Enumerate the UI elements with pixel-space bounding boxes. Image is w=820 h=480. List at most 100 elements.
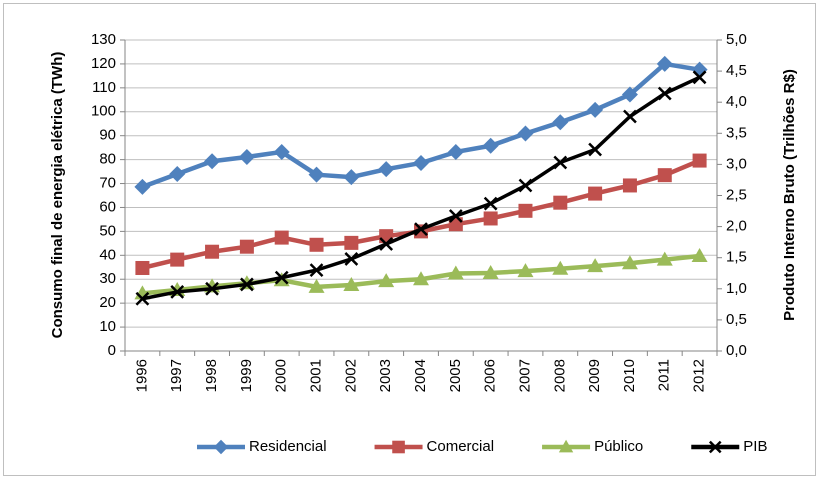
marker <box>517 125 534 142</box>
marker <box>378 161 395 178</box>
marker <box>656 251 673 266</box>
y2-tick-label: 1,5 <box>726 249 747 266</box>
marker <box>482 137 499 154</box>
y-tick-label: 120 <box>91 55 116 72</box>
x-tick-label: 2007 <box>516 359 533 392</box>
y-tick-label: 20 <box>99 294 116 311</box>
y2-axis-title: Produto Interno Bruto (Trilhões R$) <box>781 69 798 321</box>
marker <box>483 211 498 226</box>
marker <box>691 248 708 263</box>
y-axis-title: Consumo final de energia elétrica (TWh) <box>49 52 66 339</box>
marker <box>656 55 673 72</box>
marker <box>213 439 229 455</box>
y2-tick-label: 1,0 <box>726 280 747 297</box>
marker <box>518 203 533 218</box>
y2-tick-label: 4,0 <box>726 93 747 110</box>
marker <box>343 169 360 186</box>
marker <box>448 209 463 223</box>
y-tick-label: 30 <box>99 270 116 287</box>
marker <box>623 109 637 124</box>
y2-tick-label: 3,0 <box>726 155 747 172</box>
marker <box>588 186 603 201</box>
marker <box>482 265 499 280</box>
marker <box>135 291 150 306</box>
marker <box>413 154 429 171</box>
marker <box>414 222 428 236</box>
x-tick-label: 2002 <box>342 359 359 392</box>
x-tick-label: 1998 <box>203 359 220 392</box>
y-tick-label: 70 <box>99 175 116 192</box>
marker <box>622 178 637 193</box>
x-tick-label: 2008 <box>551 359 568 392</box>
marker <box>413 271 429 286</box>
marker <box>170 252 185 267</box>
marker <box>447 265 464 280</box>
marker <box>621 255 638 270</box>
x-tick-label: 2005 <box>447 359 464 392</box>
marker <box>205 281 219 296</box>
y-tick-label: 110 <box>92 79 116 96</box>
x-tick-label: 2011 <box>656 359 673 391</box>
marker <box>205 244 220 259</box>
x-tick-label: 1999 <box>238 359 255 392</box>
y2-tick-label: 0,0 <box>726 342 747 359</box>
marker <box>309 263 324 278</box>
x-tick-label: 2012 <box>691 359 708 392</box>
marker <box>273 143 290 160</box>
x-tick-label: 2009 <box>586 359 603 392</box>
marker <box>657 86 672 101</box>
legend-label: Comercial <box>427 438 495 455</box>
y-tick-label: 130 <box>91 31 116 48</box>
y2-tick-label: 4,5 <box>726 62 747 79</box>
x-tick-label: 2006 <box>482 359 499 392</box>
legend-label: PIB <box>743 438 767 455</box>
x-tick-label: 2001 <box>307 359 324 392</box>
marker <box>392 440 405 454</box>
marker <box>308 166 325 183</box>
marker <box>238 148 255 165</box>
marker <box>657 168 672 183</box>
marker <box>169 165 186 182</box>
marker <box>558 439 574 453</box>
marker <box>274 230 289 245</box>
y2-tick-label: 2,0 <box>726 218 747 235</box>
marker <box>344 235 359 250</box>
marker <box>553 195 568 210</box>
marker <box>308 278 325 293</box>
marker <box>692 153 707 168</box>
y-tick-label: 50 <box>99 222 116 239</box>
marker <box>239 239 254 254</box>
marker <box>170 285 185 299</box>
legend-label: Público <box>594 438 643 455</box>
marker <box>239 277 254 292</box>
marker <box>518 178 533 193</box>
y-tick-label: 10 <box>99 318 116 335</box>
y-tick-label: 100 <box>91 103 116 120</box>
x-tick-label: 2003 <box>377 359 394 392</box>
y-tick-label: 80 <box>99 151 116 168</box>
marker <box>708 440 722 454</box>
marker <box>552 260 569 275</box>
x-tick-label: 2004 <box>412 359 429 392</box>
y-tick-label: 90 <box>99 127 116 144</box>
x-tick-label: 2010 <box>621 359 638 392</box>
y2-tick-label: 5,0 <box>726 31 747 48</box>
marker <box>587 101 604 118</box>
marker <box>378 273 395 288</box>
marker <box>517 263 534 278</box>
marker <box>621 86 638 103</box>
marker <box>553 155 568 170</box>
y2-tick-label: 0,5 <box>726 311 747 328</box>
marker <box>204 153 221 170</box>
legend-label: Residencial <box>249 438 327 455</box>
y-tick-label: 60 <box>99 198 116 215</box>
marker <box>274 270 289 285</box>
marker <box>344 252 359 266</box>
marker <box>447 143 464 160</box>
marker <box>343 276 360 291</box>
y2-tick-label: 3,5 <box>726 124 747 141</box>
x-tick-label: 1996 <box>133 359 150 392</box>
marker <box>552 114 569 131</box>
marker <box>588 142 603 157</box>
